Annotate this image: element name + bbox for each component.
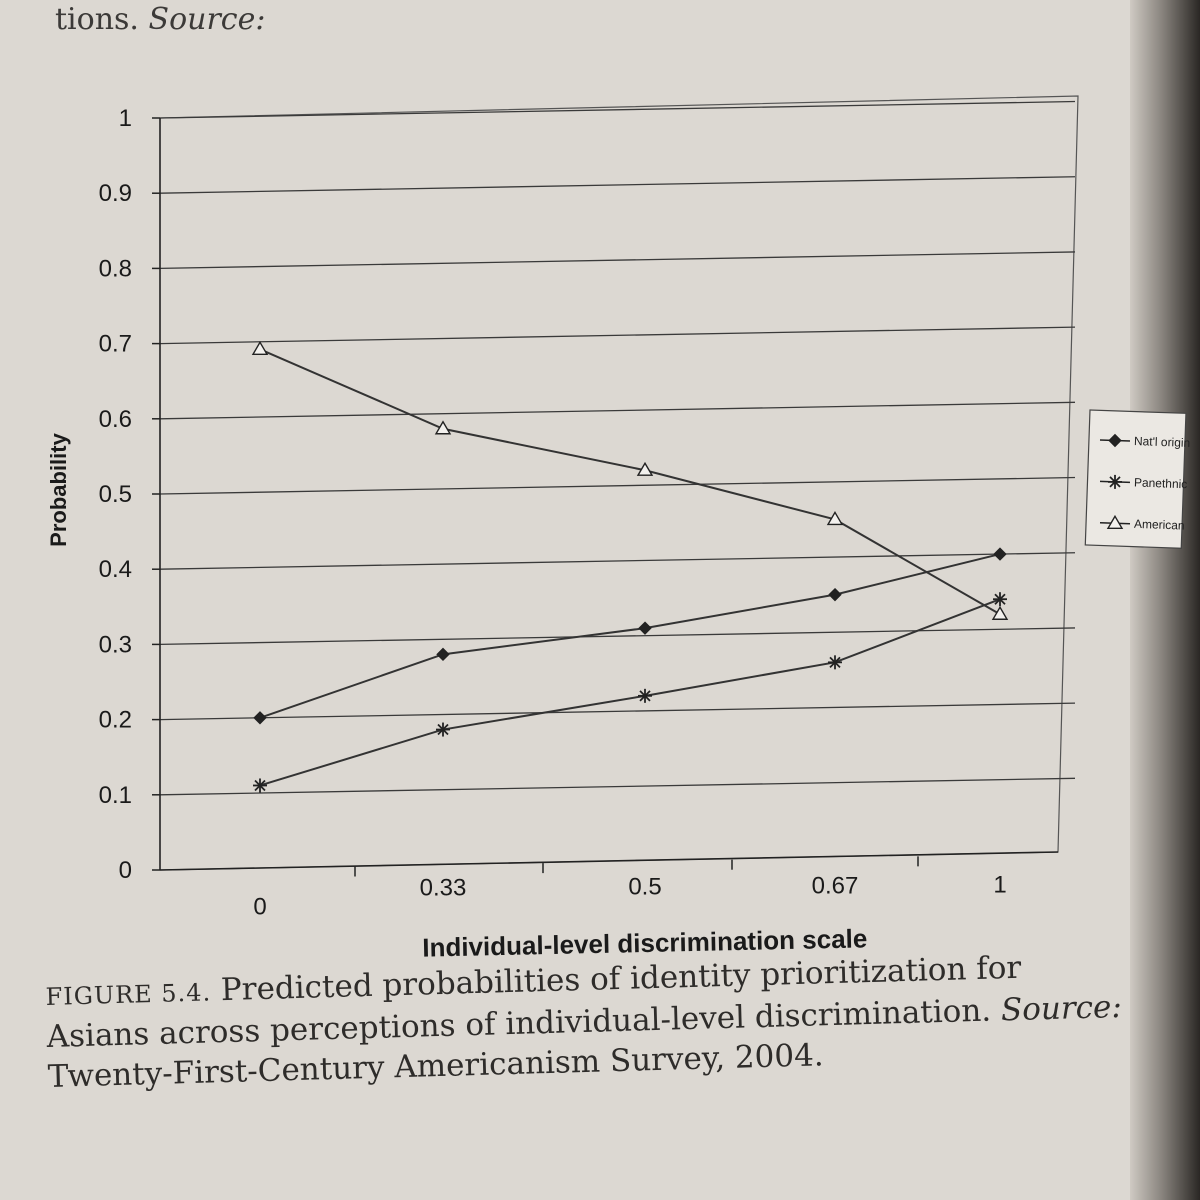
legend-box bbox=[1084, 409, 1187, 549]
y-tick-label: 1 bbox=[119, 105, 132, 132]
gridline bbox=[159, 552, 1076, 570]
asterisk-marker bbox=[638, 688, 652, 703]
diamond-marker bbox=[1108, 433, 1122, 448]
figure-source-label: Source: bbox=[1000, 988, 1123, 1029]
triangle-marker bbox=[434, 420, 452, 435]
y-tick-label: 0.4 bbox=[99, 556, 132, 583]
y-tick-label: 0.8 bbox=[99, 255, 132, 282]
triangle-marker bbox=[251, 340, 269, 356]
gridline bbox=[159, 476, 1076, 495]
y-tick-label: 0.6 bbox=[99, 406, 132, 433]
asterisk-marker bbox=[993, 592, 1007, 607]
gridline bbox=[159, 627, 1076, 646]
plot-frame-group bbox=[159, 95, 1079, 871]
data-series bbox=[251, 340, 1009, 793]
x-tick-label: 1 bbox=[993, 871, 1006, 898]
diamond-marker bbox=[253, 711, 267, 725]
gridline bbox=[159, 326, 1076, 345]
axes bbox=[159, 118, 1059, 877]
previous-caption-fragment: tions. Source: bbox=[55, 2, 265, 37]
y-tick-label: 0.7 bbox=[99, 331, 132, 358]
previous-caption-text: tions. bbox=[55, 2, 139, 37]
y-tick-label: 0.5 bbox=[99, 481, 132, 508]
legend-label: Nat'l origin bbox=[1134, 434, 1191, 450]
x-tick-label: 0.67 bbox=[812, 872, 859, 899]
legend-label: American bbox=[1134, 517, 1185, 533]
diamond-marker bbox=[993, 547, 1007, 561]
triangle-marker bbox=[826, 511, 844, 526]
series-triangle bbox=[251, 340, 1009, 620]
y-tick-label: 0.3 bbox=[99, 631, 132, 658]
diamond-marker bbox=[436, 647, 450, 662]
series-diamond bbox=[253, 547, 1007, 725]
x-tick-label: 0.5 bbox=[628, 873, 661, 900]
asterisk-marker bbox=[253, 778, 267, 793]
triangle-marker bbox=[991, 605, 1009, 620]
previous-caption-source: Source: bbox=[148, 2, 266, 37]
gridlines bbox=[152, 100, 1076, 871]
series-line bbox=[259, 598, 1001, 787]
y-axis-label: Probability bbox=[46, 432, 71, 546]
series-line bbox=[259, 348, 1001, 616]
y-tick-label: 0.2 bbox=[99, 707, 132, 734]
triangle-marker bbox=[636, 461, 654, 476]
gridline bbox=[159, 777, 1076, 796]
triangle-marker bbox=[1106, 514, 1124, 529]
gridline bbox=[159, 100, 1076, 119]
x-axis-line bbox=[159, 851, 1059, 871]
diamond-marker bbox=[638, 621, 652, 635]
plot-area-frame bbox=[159, 95, 1079, 871]
gridline bbox=[159, 176, 1076, 194]
diamond-marker bbox=[828, 587, 842, 602]
x-tick-label: 0.33 bbox=[420, 874, 467, 901]
y-tick-labels: 0 0.1 0.2 0.3 0.4 0.5 0.6 0.7 0.8 0.9 1 bbox=[99, 105, 132, 884]
legend-items: Nat'l origin Panethnic American bbox=[1099, 433, 1191, 533]
figure-number: FIGURE 5.4. bbox=[45, 978, 212, 1011]
asterisk-marker bbox=[1108, 474, 1122, 489]
legend: Nat'l origin Panethnic American bbox=[1084, 409, 1191, 549]
gridline bbox=[159, 251, 1076, 270]
y-tick-label: 0.9 bbox=[99, 180, 132, 207]
x-tick-labels: 0 0.33 0.5 0.67 1 bbox=[253, 871, 1006, 920]
y-tick-label: 0.1 bbox=[99, 782, 132, 809]
asterisk-marker bbox=[436, 722, 450, 737]
gridline bbox=[159, 702, 1076, 721]
asterisk-marker bbox=[828, 655, 842, 670]
y-tick-label: 0 bbox=[119, 857, 132, 884]
legend-label: Panethnic bbox=[1134, 475, 1188, 491]
x-tick-label: 0 bbox=[253, 893, 266, 920]
page-edge-shadow bbox=[1130, 0, 1200, 1200]
series-asterisk bbox=[253, 592, 1007, 793]
gridline bbox=[159, 401, 1076, 420]
